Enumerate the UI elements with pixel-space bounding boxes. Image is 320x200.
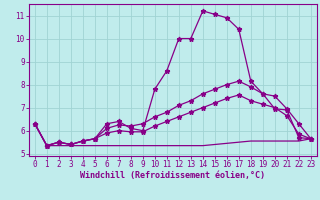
X-axis label: Windchill (Refroidissement éolien,°C): Windchill (Refroidissement éolien,°C): [80, 171, 265, 180]
